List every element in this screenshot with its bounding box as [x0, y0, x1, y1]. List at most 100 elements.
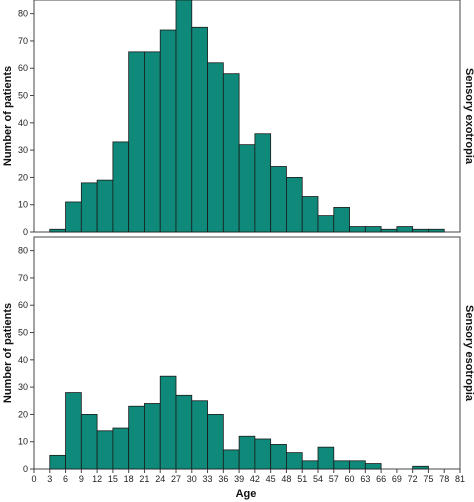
y-tick-label: 40 — [18, 118, 28, 128]
histogram-bar — [301, 460, 319, 470]
histogram-bar — [333, 460, 350, 470]
x-tick-label: 30 — [187, 474, 197, 484]
x-tick-label: 51 — [297, 474, 307, 484]
histogram-bar — [364, 463, 382, 470]
bars-top — [49, 0, 445, 233]
histogram-bar — [428, 228, 445, 233]
y-tick-label: 30 — [18, 382, 28, 392]
histogram-bar — [207, 414, 224, 470]
histogram-bar — [222, 449, 240, 470]
histogram-bar — [96, 430, 114, 470]
histogram-bar — [301, 196, 319, 233]
histogram-bar — [270, 444, 287, 470]
histogram-bar — [49, 454, 66, 470]
y-tick-label: 40 — [18, 355, 28, 365]
histogram-bar — [333, 207, 350, 233]
y-tick-label: 80 — [18, 246, 28, 256]
histogram-bar — [207, 62, 224, 233]
histogram-bar — [159, 29, 177, 233]
histogram-bar — [144, 403, 161, 470]
bars-bottom — [49, 375, 429, 470]
y-tick-label: 60 — [18, 63, 28, 73]
histogram-bar — [286, 177, 303, 233]
histogram-bar — [112, 141, 130, 233]
histogram-bar — [364, 226, 382, 233]
y-axis-title-bottom: Number of patients — [2, 303, 14, 403]
histogram-bar — [380, 228, 398, 233]
histogram-bar — [349, 226, 366, 233]
histogram-bar — [144, 51, 161, 233]
histogram-bar — [254, 133, 272, 233]
x-tick-label: 12 — [92, 474, 102, 484]
histogram-bar — [65, 201, 82, 233]
x-tick-label: 81 — [455, 474, 465, 484]
y-tick-label: 60 — [18, 300, 28, 310]
x-tick-label: 54 — [313, 474, 323, 484]
x-tick-label: 72 — [408, 474, 418, 484]
y-tick-label: 20 — [18, 409, 28, 419]
x-tick-label: 39 — [234, 474, 244, 484]
histogram-bar — [317, 215, 335, 233]
x-tick-label: 63 — [360, 474, 370, 484]
y-axis-ticks-bottom: 0 10 20 30 40 50 60 70 80 — [18, 246, 34, 474]
x-tick-label: 75 — [423, 474, 433, 484]
y-tick-label: 20 — [18, 172, 28, 182]
x-tick-label: 24 — [155, 474, 165, 484]
histogram-bar — [159, 375, 177, 470]
x-tick-label: 3 — [47, 474, 52, 484]
x-tick-label: 36 — [218, 474, 228, 484]
y-axis-ticks-top: 0 10 20 30 40 50 60 70 80 — [18, 9, 34, 237]
x-tick-label: 69 — [392, 474, 402, 484]
panel-sensory-exotropia: 0 10 20 30 40 50 60 70 80 Number of patients Sen… — [2, 0, 474, 237]
histogram-bar — [412, 465, 429, 470]
x-tick-label: 60 — [345, 474, 355, 484]
y-tick-label: 50 — [18, 328, 28, 338]
y-tick-label: 10 — [18, 200, 28, 210]
y-axis-title-top: Number of patients — [2, 66, 14, 166]
y-tick-label: 70 — [18, 36, 28, 46]
y-tick-label: 10 — [18, 437, 28, 447]
histogram-bar — [317, 446, 335, 470]
histogram-bar — [238, 144, 256, 233]
x-tick-label: 0 — [31, 474, 36, 484]
x-tick-label: 18 — [124, 474, 134, 484]
histogram-bar — [396, 226, 414, 233]
x-tick-label: 48 — [281, 474, 291, 484]
histogram-bar — [112, 427, 130, 470]
histogram-bar — [175, 0, 193, 233]
x-tick-label: 42 — [250, 474, 260, 484]
histogram-bar — [96, 179, 114, 233]
histogram-bar — [286, 452, 303, 470]
x-tick-label: 45 — [266, 474, 276, 484]
y-tick-label: 30 — [18, 145, 28, 155]
x-tick-label: 9 — [79, 474, 84, 484]
histogram-bar — [349, 460, 366, 470]
panel-sensory-esotropia: 0 10 20 30 40 50 60 70 80 Number of patients Sen… — [2, 236, 474, 474]
histogram-bar — [191, 26, 208, 233]
x-tick-label: 78 — [439, 474, 449, 484]
histogram-bar — [254, 438, 272, 470]
y-tick-label: 50 — [18, 91, 28, 101]
histogram-bar — [128, 405, 145, 470]
y-tick-label: 80 — [18, 9, 28, 19]
panel-label-bottom: Sensory esotropia — [463, 305, 474, 402]
histogram-bar — [238, 435, 256, 470]
panel-label-top: Sensory exotropia — [463, 68, 474, 165]
y-tick-label: 0 — [23, 464, 28, 474]
x-tick-label: 33 — [203, 474, 213, 484]
y-tick-label: 0 — [23, 227, 28, 237]
histogram-bar — [49, 228, 66, 233]
histogram-bar — [222, 73, 240, 233]
x-tick-label: 27 — [171, 474, 181, 484]
histogram-bar — [175, 394, 193, 470]
x-axis-title: Age — [236, 488, 257, 500]
y-tick-label: 70 — [18, 273, 28, 283]
histogram-bar — [80, 182, 98, 233]
x-tick-label: 21 — [139, 474, 149, 484]
x-tick-label: 6 — [63, 474, 68, 484]
histogram-bar — [65, 392, 82, 470]
histogram-bar — [80, 414, 98, 470]
x-tick-label: 15 — [108, 474, 118, 484]
histogram-bar — [270, 166, 287, 233]
